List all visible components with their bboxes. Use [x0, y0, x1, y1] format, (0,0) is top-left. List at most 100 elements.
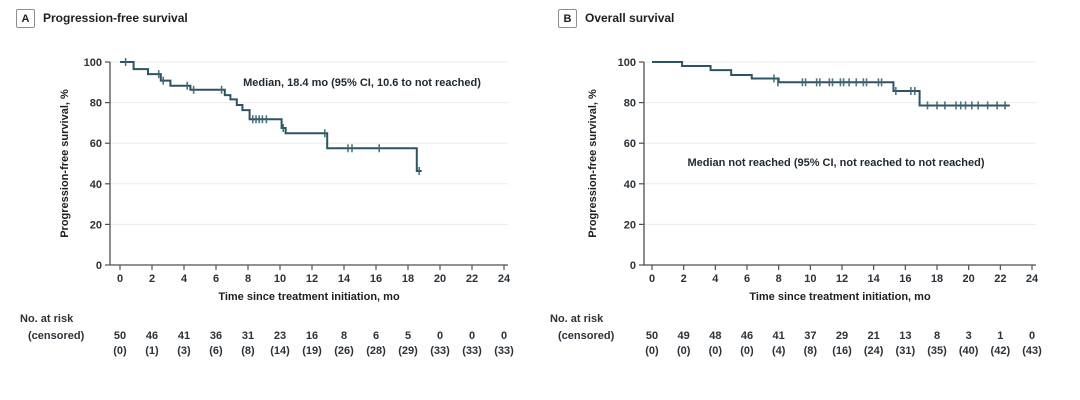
y-tick-label: 0 — [96, 260, 102, 272]
x-tick-label: 24 — [1026, 273, 1039, 285]
risk-censored-count: (6) — [209, 345, 223, 357]
x-tick-label: 20 — [963, 273, 975, 285]
risk-count: 21 — [868, 330, 880, 342]
risk-censored-count: (8) — [241, 345, 255, 357]
risk-count: 37 — [804, 330, 816, 342]
x-tick-label: 14 — [868, 273, 881, 285]
risk-censored-count: (35) — [927, 345, 947, 357]
y-tick-label: 20 — [624, 219, 636, 231]
risk-censored-count: (31) — [896, 345, 916, 357]
risk-censored-count: (16) — [832, 345, 852, 357]
x-tick-label: 24 — [498, 273, 511, 285]
x-tick-label: 10 — [804, 273, 816, 285]
risk-count: 16 — [306, 330, 318, 342]
risk-censored-count: (28) — [366, 345, 386, 357]
risk-censored-count: (43) — [1022, 345, 1042, 357]
risk-count: 49 — [678, 330, 690, 342]
risk-count: 0 — [501, 330, 507, 342]
risk-count: 41 — [773, 330, 785, 342]
y-tick-label: 100 — [618, 57, 636, 69]
x-tick-label: 16 — [370, 273, 382, 285]
y-axis-title: Progression-free survival, % — [587, 89, 599, 238]
risk-censored-count: (24) — [864, 345, 884, 357]
x-tick-label: 22 — [994, 273, 1006, 285]
panel-b-letter-badge: B — [558, 9, 577, 28]
panel-a-title: Progression-free survival — [43, 11, 188, 25]
risk-count: 46 — [146, 330, 158, 342]
risk-count: 0 — [469, 330, 475, 342]
x-tick-label: 14 — [338, 273, 351, 285]
y-tick-label: 60 — [624, 138, 636, 150]
risk-count: 13 — [899, 330, 911, 342]
y-tick-label: 60 — [90, 138, 102, 150]
median-annotation: Median not reached (95% CI, not reached … — [687, 157, 984, 169]
x-tick-label: 22 — [466, 273, 478, 285]
km-curve — [652, 61, 1010, 107]
x-tick-label: 0 — [117, 273, 123, 285]
risk-count: 1 — [997, 330, 1003, 342]
risk-censored-count: (8) — [804, 345, 818, 357]
x-tick-label: 16 — [899, 273, 911, 285]
x-axis-title: Time since treatment initiation, mo — [218, 291, 400, 303]
risk-count: 5 — [405, 330, 411, 342]
panel-overall-survival: B Overall survival 0 20 40 60 80 100 0 2 4 6 8 10 12… — [540, 0, 1080, 400]
risk-count: 23 — [274, 330, 286, 342]
x-tick-label: 20 — [434, 273, 446, 285]
panel-a-letter-badge: A — [16, 9, 35, 28]
risk-censored-count: (0) — [709, 345, 723, 357]
risk-count: 29 — [836, 330, 848, 342]
x-axis-title: Time since treatment initiation, mo — [749, 291, 931, 303]
risk-count: 8 — [934, 330, 940, 342]
x-tick-label: 2 — [681, 273, 687, 285]
x-tick-label: 10 — [274, 273, 286, 285]
x-tick-label: 4 — [712, 273, 719, 285]
risk-count: 46 — [741, 330, 753, 342]
y-tick-label: 0 — [630, 260, 636, 272]
x-tick-label: 12 — [306, 273, 318, 285]
risk-censored-count: (29) — [398, 345, 418, 357]
x-tick-label: 12 — [836, 273, 848, 285]
x-tick-label: 2 — [149, 273, 155, 285]
risk-censored-count: (0) — [740, 345, 754, 357]
risk-censored-count: (0) — [677, 345, 691, 357]
risk-count: 50 — [646, 330, 658, 342]
median-annotation: Median, 18.4 mo (95% CI, 10.6 to not rea… — [243, 77, 481, 89]
risk-censored-count: (40) — [959, 345, 979, 357]
risk-censored-count: (42) — [991, 345, 1011, 357]
y-tick-label: 80 — [624, 98, 636, 110]
panel-progression-free-survival: A Progression-free survival 0 20 40 60 80 100… — [16, 9, 514, 357]
risk-count: 48 — [709, 330, 721, 342]
panel-b-title: Overall survival — [585, 11, 675, 25]
risk-censored-count: (33) — [430, 345, 450, 357]
y-tick-label: 20 — [90, 219, 102, 231]
risk-censored-count: (3) — [177, 345, 191, 357]
x-tick-label: 6 — [744, 273, 750, 285]
y-axis-title: Progression-free survival, % — [59, 89, 71, 238]
x-tick-label: 0 — [649, 273, 655, 285]
risk-count: 0 — [437, 330, 443, 342]
x-tick-label: 6 — [213, 273, 219, 285]
risk-count: 36 — [210, 330, 222, 342]
y-tick-label: 40 — [624, 179, 636, 191]
risk-count: 6 — [373, 330, 379, 342]
risk-censored-count: (0) — [113, 345, 127, 357]
risk-count: 31 — [242, 330, 254, 342]
risk-censored-count: (26) — [334, 345, 354, 357]
panel-b-title-row: B Overall survival — [558, 9, 674, 28]
x-tick-label: 8 — [245, 273, 251, 285]
risk-censored-count: (0) — [645, 345, 659, 357]
risk-censored-count: (33) — [494, 345, 514, 357]
risk-censored-count: (33) — [462, 345, 482, 357]
y-tick-label: 40 — [90, 179, 102, 191]
x-tick-label: 8 — [776, 273, 782, 285]
risk-table-label: No. at risk — [550, 313, 604, 325]
risk-censored-count: (14) — [270, 345, 290, 357]
risk-table-censored-label: (censored) — [28, 330, 85, 342]
x-tick-label: 4 — [181, 273, 188, 285]
y-tick-label: 80 — [90, 98, 102, 110]
risk-table-censored-label: (censored) — [558, 330, 615, 342]
risk-censored-count: (1) — [145, 345, 159, 357]
